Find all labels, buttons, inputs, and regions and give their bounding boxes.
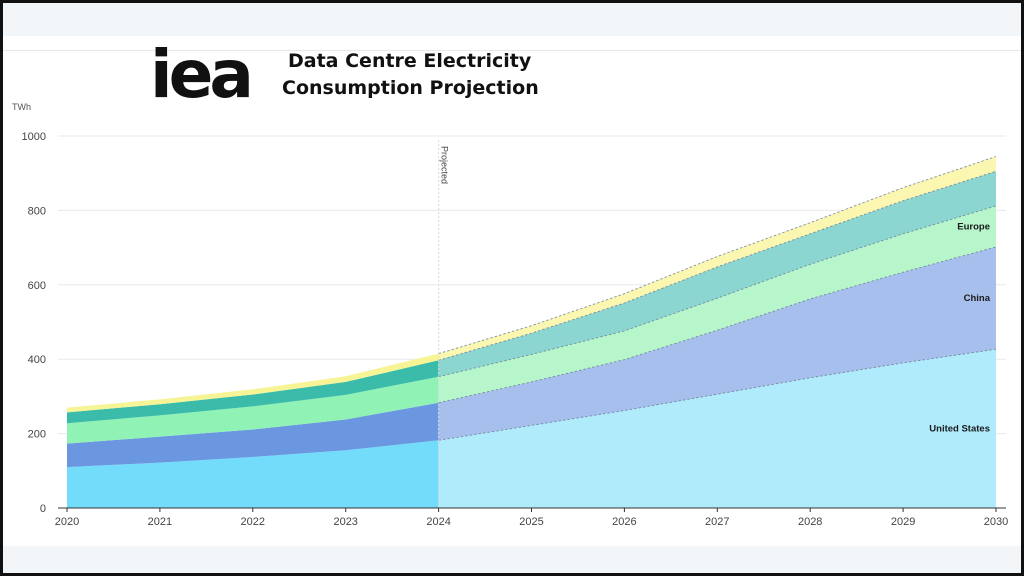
x-tick-label: 2027 (705, 516, 729, 528)
y-axis-unit-label: TWh (12, 102, 31, 112)
y-tick-label: 200 (28, 429, 46, 441)
iea-logo: iea (150, 36, 254, 113)
x-tick-label: 2026 (612, 516, 636, 528)
area-other-projected (438, 171, 997, 377)
x-tick-label: 2028 (798, 516, 822, 528)
x-tick-label: 2023 (333, 516, 357, 528)
chart-title-line-2: Consumption Projection (282, 77, 539, 99)
area-layer (67, 140, 997, 508)
area-china-projected (438, 246, 997, 441)
label-layer: Projected United States China Europe (440, 146, 991, 435)
region-label-united-states: United States (929, 424, 990, 435)
x-tick-label: 2022 (241, 516, 265, 528)
area-europe-projected (438, 205, 997, 403)
x-tick-label: 2030 (984, 516, 1008, 528)
projected-boundary-line (438, 156, 997, 355)
projected-boundary-line (438, 246, 997, 404)
x-tick-label: 2020 (55, 516, 79, 528)
top-band (3, 3, 1021, 36)
y-tick-label: 1000 (22, 131, 46, 143)
y-tick-label: 800 (28, 205, 46, 217)
chart-title: Data Centre Electricity Consumption Proj… (282, 48, 539, 102)
y-tick-label: 600 (28, 280, 46, 292)
bottom-band (3, 546, 1021, 573)
x-tick-label: 2025 (519, 516, 543, 528)
area-united-states-historical (67, 440, 439, 508)
projected-boundary-line (438, 170, 997, 361)
region-label-europe: Europe (957, 221, 990, 232)
x-tick-label: 2024 (426, 516, 450, 528)
chart-title-line-1: Data Centre Electricity (288, 50, 532, 72)
header-divider (3, 50, 1021, 51)
area-other-historical (67, 360, 439, 424)
area-rest-projected (438, 156, 997, 361)
x-tick-label: 2021 (148, 516, 172, 528)
y-tick-label: 0 (40, 503, 46, 515)
projected-annotation: Projected (440, 146, 450, 184)
region-label-china: China (964, 293, 991, 304)
x-tick-label: 2029 (891, 516, 915, 528)
area-united-states-projected (438, 349, 997, 508)
area-china-historical (67, 402, 439, 468)
axis-layer: 0 200 400 600 800 1000 TWh 2020 2021 2022 2023 2024… (12, 102, 1008, 528)
area-rest-historical (67, 353, 439, 413)
y-tick-label: 400 (28, 354, 46, 366)
area-europe-historical (67, 376, 439, 444)
projected-boundary-line (438, 205, 997, 378)
